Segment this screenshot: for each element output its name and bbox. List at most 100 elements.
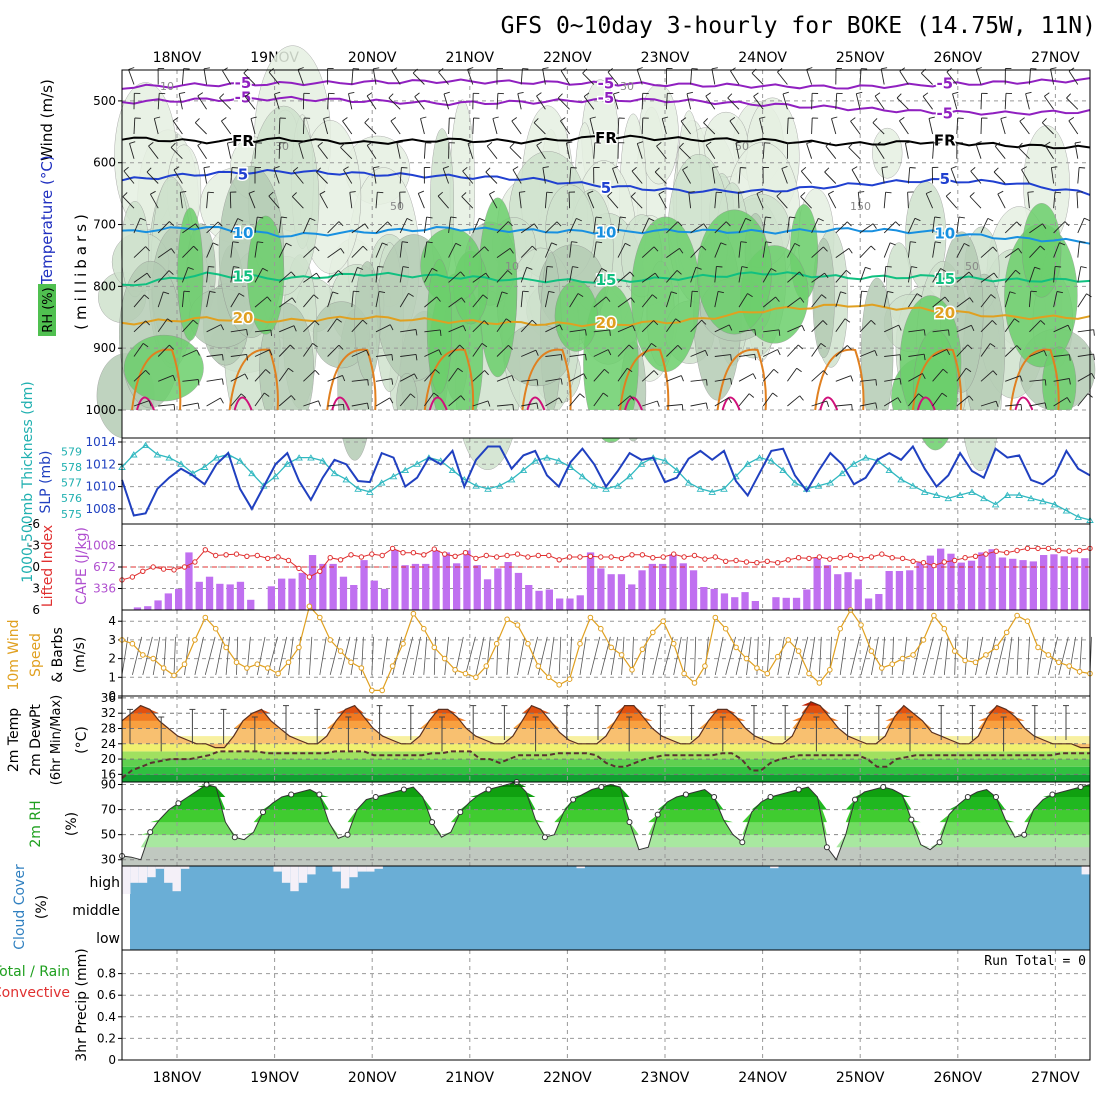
wind-barb-flag (624, 242, 631, 247)
wind-barb-shaft (975, 69, 982, 85)
wind10m-speed-point (566, 676, 573, 683)
wind-barb-shaft (896, 97, 909, 110)
rh2m-point (880, 784, 887, 790)
wind-barb-flag (364, 118, 370, 124)
wind-barb-shaft (1053, 378, 1070, 382)
wind10m-barb (860, 636, 872, 675)
thickness-point (377, 479, 386, 486)
wind-barb-flag (237, 218, 244, 222)
wind10m-barb (485, 636, 491, 675)
wind-barb-flag (794, 242, 801, 247)
wind-barb-shaft (206, 354, 223, 357)
temp-hot-area (122, 701, 1090, 706)
wind-barb-flag (648, 217, 655, 222)
wind-barb-shaft (665, 291, 672, 308)
cape-bar (607, 574, 615, 610)
wind-barb-shaft (762, 216, 766, 233)
rh-shading-blob (696, 209, 772, 335)
wind-barb-flag (899, 67, 906, 72)
wind-barb-shaft (946, 71, 958, 85)
wind-barb-flag (735, 141, 742, 144)
wind-barb-shaft (1041, 122, 1054, 135)
wind-barb-shaft (1053, 221, 1066, 234)
wind10m-barb (277, 636, 288, 675)
wind-barb-flag (801, 325, 805, 332)
wind-barb-shaft (908, 393, 919, 407)
cape-bar (288, 578, 296, 610)
wind-barb-shaft (173, 169, 183, 184)
wind-barb-shaft (857, 192, 861, 209)
isotherm-label: 5 (940, 170, 950, 188)
wind-barb-flag (556, 221, 562, 227)
wind10m-barb (808, 636, 816, 675)
wind10m-speed-point (327, 637, 334, 643)
wind-barb-shaft (811, 370, 824, 382)
wind10m-barb (225, 636, 230, 675)
li-point (1056, 547, 1062, 554)
wind-barb-flag (752, 373, 757, 380)
wind-barb-shaft (641, 343, 652, 357)
wind10m-speed-point (1014, 612, 1020, 619)
wind-barb-shaft (980, 400, 997, 407)
wind-barb-shaft (690, 379, 707, 382)
wind-barb-flag (992, 246, 998, 252)
wind-barb-flag (1066, 397, 1071, 403)
wind-barb-shaft (593, 268, 602, 283)
wind-barb-shaft (997, 193, 1006, 209)
li-point (910, 558, 916, 564)
wind-barb-flag (997, 190, 1004, 195)
wind-barb-shaft (437, 195, 449, 209)
wind-barb-shaft (521, 402, 537, 407)
wind-barb-shaft (666, 344, 679, 357)
wind-barb-flag (851, 166, 858, 170)
cape-bar (597, 568, 605, 610)
wind-barb-shaft (230, 328, 247, 333)
wind-barb-flag (583, 92, 590, 97)
wind-barb-flag (922, 92, 929, 97)
warm-contour (423, 348, 475, 411)
thickness-point (661, 457, 669, 464)
wind-barb-shaft (1029, 402, 1046, 407)
wind-barb-shaft (848, 147, 861, 160)
wind-barb-flag (257, 241, 264, 244)
wind10m-speed-point (577, 640, 583, 647)
wind-barb-flag (776, 191, 782, 197)
high-cloud-gap (155, 866, 165, 869)
wind-barb-flag (373, 67, 380, 70)
wind-barb-flag (678, 142, 684, 148)
wind-barb-shaft (617, 243, 626, 258)
isotherm-label: 5 (601, 179, 611, 197)
wind-barb-flag (290, 395, 296, 401)
wind-barb-flag (455, 242, 462, 247)
wind-barb-flag (484, 246, 489, 252)
wind-barb-flag (194, 118, 200, 124)
rh2m-point (541, 834, 548, 841)
wind-barb-flag (246, 329, 248, 336)
wind-barb-flag (765, 241, 772, 244)
thickness-point (212, 454, 221, 461)
wind-barb-shaft (230, 353, 247, 357)
wind10m-speed-point (681, 670, 687, 677)
wind-barb-flag (711, 67, 718, 70)
li-point (629, 552, 635, 558)
wind-barb-flag (248, 190, 255, 194)
li-point (160, 566, 167, 572)
wind10m-speed-point (389, 663, 396, 669)
wind-barb-shaft (1050, 68, 1055, 85)
wind10m-barb (579, 636, 587, 675)
li-point (566, 554, 573, 560)
thickness-point (1003, 491, 1012, 498)
wind-barb-flag (848, 142, 854, 148)
hot-contour (1014, 396, 1034, 411)
wind-barb-flag (928, 116, 935, 119)
wind-barb-shaft (351, 379, 368, 382)
wind-barb-shaft (496, 404, 513, 407)
wind-barb-flag (418, 190, 425, 194)
li-tick-label: -6 (28, 517, 40, 531)
wind10m-barb (683, 636, 688, 675)
wind10m-barb (787, 636, 799, 675)
wind-barb-shaft (327, 374, 343, 382)
wind-barb-shaft (932, 216, 936, 233)
wind-barb-shaft (467, 143, 474, 159)
wind-barb-shaft (182, 223, 196, 234)
